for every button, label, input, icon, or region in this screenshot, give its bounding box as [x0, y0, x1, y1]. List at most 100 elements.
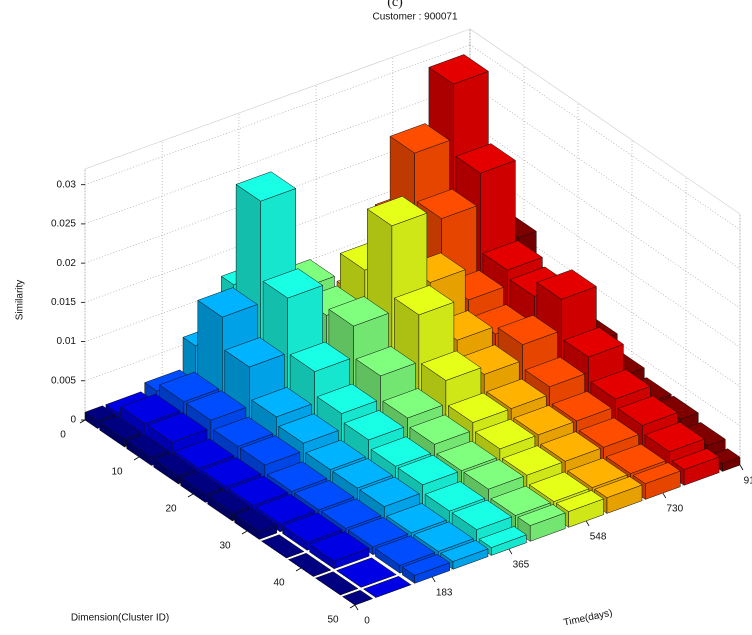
- bar-face: [490, 485, 551, 516]
- bar: [342, 589, 373, 606]
- bar-face: [355, 346, 416, 377]
- tick-mark: [662, 492, 667, 499]
- bar-face: [342, 589, 373, 606]
- y-tick-label: 10: [111, 467, 123, 478]
- tick-mark: [585, 520, 590, 527]
- bar: [363, 576, 412, 598]
- bar-face: [332, 458, 393, 489]
- bar-face: [262, 268, 323, 299]
- bar: [309, 531, 370, 570]
- bar-face: [413, 521, 474, 552]
- bar-face: [84, 405, 116, 421]
- tick-mark: [739, 464, 744, 471]
- z-axis-label: Similarity: [15, 280, 26, 321]
- bar-face: [513, 405, 574, 436]
- bar-face: [261, 534, 305, 559]
- bar-face: [402, 554, 450, 576]
- bar-face: [255, 494, 316, 525]
- tick-mark: [295, 567, 302, 572]
- bar-face: [594, 476, 643, 498]
- grid-line: [469, 122, 741, 309]
- bar-face: [409, 414, 470, 445]
- x-tick-label: 913: [744, 476, 752, 487]
- bar-face: [424, 481, 485, 512]
- bar-face: [497, 314, 558, 345]
- bar-face: [363, 576, 412, 598]
- bar-face: [440, 540, 489, 562]
- z-tick-label: 0.01: [57, 336, 77, 347]
- bar-face: [486, 378, 547, 409]
- bar: [336, 557, 397, 588]
- tick-mark: [354, 604, 359, 611]
- bar-face: [536, 269, 597, 300]
- grid-line: [84, 44, 471, 185]
- tick-mark: [79, 419, 86, 424]
- bar-face: [267, 461, 328, 492]
- bar-face: [288, 552, 332, 577]
- z-tick-label: 0.005: [51, 375, 76, 386]
- bar-face: [397, 454, 458, 486]
- bar-face: [428, 54, 489, 85]
- bar-face: [370, 436, 431, 467]
- tick-mark: [187, 493, 194, 498]
- bar-face: [567, 457, 628, 488]
- bar-face: [502, 445, 563, 476]
- bar-face: [671, 448, 720, 470]
- bar-face: [644, 421, 705, 452]
- y-tick-label: 40: [273, 578, 285, 589]
- z-tick-label: 0: [70, 415, 76, 426]
- y-tick-label: 20: [165, 504, 177, 515]
- bar: [315, 571, 359, 596]
- bar-face: [436, 440, 497, 471]
- bar-face: [478, 526, 527, 548]
- bar-face: [605, 443, 666, 474]
- bar-face: [289, 341, 350, 372]
- bar-face: [159, 371, 220, 402]
- bar-face: [475, 419, 536, 450]
- bar-face: [590, 369, 651, 400]
- bar-face: [174, 438, 235, 469]
- bar-face: [556, 490, 604, 512]
- bar-face: [186, 390, 247, 421]
- bar-face: [448, 392, 509, 423]
- bar-face: [147, 412, 208, 443]
- bar-face: [213, 416, 274, 447]
- x-tick-label: 730: [666, 504, 683, 515]
- z-tick-label: 0.03: [57, 179, 77, 190]
- grid-line: [84, 83, 471, 225]
- bar-face: [278, 413, 339, 444]
- bar-face: [336, 557, 397, 588]
- bar-face: [617, 395, 678, 426]
- bar-face: [126, 434, 170, 458]
- bar-face: [632, 462, 681, 484]
- tick-mark: [349, 604, 356, 609]
- bar: [288, 552, 332, 577]
- bar-face: [153, 452, 197, 477]
- bar: [207, 489, 251, 522]
- bar-face: [517, 504, 566, 526]
- bar-face: [386, 503, 447, 534]
- y-tick-label: 0: [60, 430, 66, 441]
- bar-face: [197, 287, 258, 318]
- chart-title: Customer : 900071: [372, 12, 457, 23]
- x-tick-label: 183: [436, 588, 453, 599]
- bar-face: [348, 517, 409, 548]
- bar-face: [207, 489, 251, 514]
- bar-face: [251, 387, 312, 418]
- z-tick-label: 0.015: [51, 297, 76, 308]
- bar-face: [524, 356, 585, 388]
- y-axis-label: Dimension(Cluster ID): [71, 613, 169, 624]
- bar-face: [382, 388, 443, 419]
- x-tick-label: 365: [513, 560, 530, 571]
- bar-face: [343, 410, 404, 441]
- bar: [261, 534, 305, 559]
- heading: (c): [387, 0, 403, 10]
- bar-face: [201, 457, 262, 488]
- tick-mark: [133, 456, 140, 461]
- bar-face: [120, 393, 181, 424]
- bar-face: [305, 439, 366, 470]
- bar-face: [294, 480, 355, 511]
- z-tick-label: 0.02: [57, 258, 77, 269]
- tick-mark: [431, 576, 436, 583]
